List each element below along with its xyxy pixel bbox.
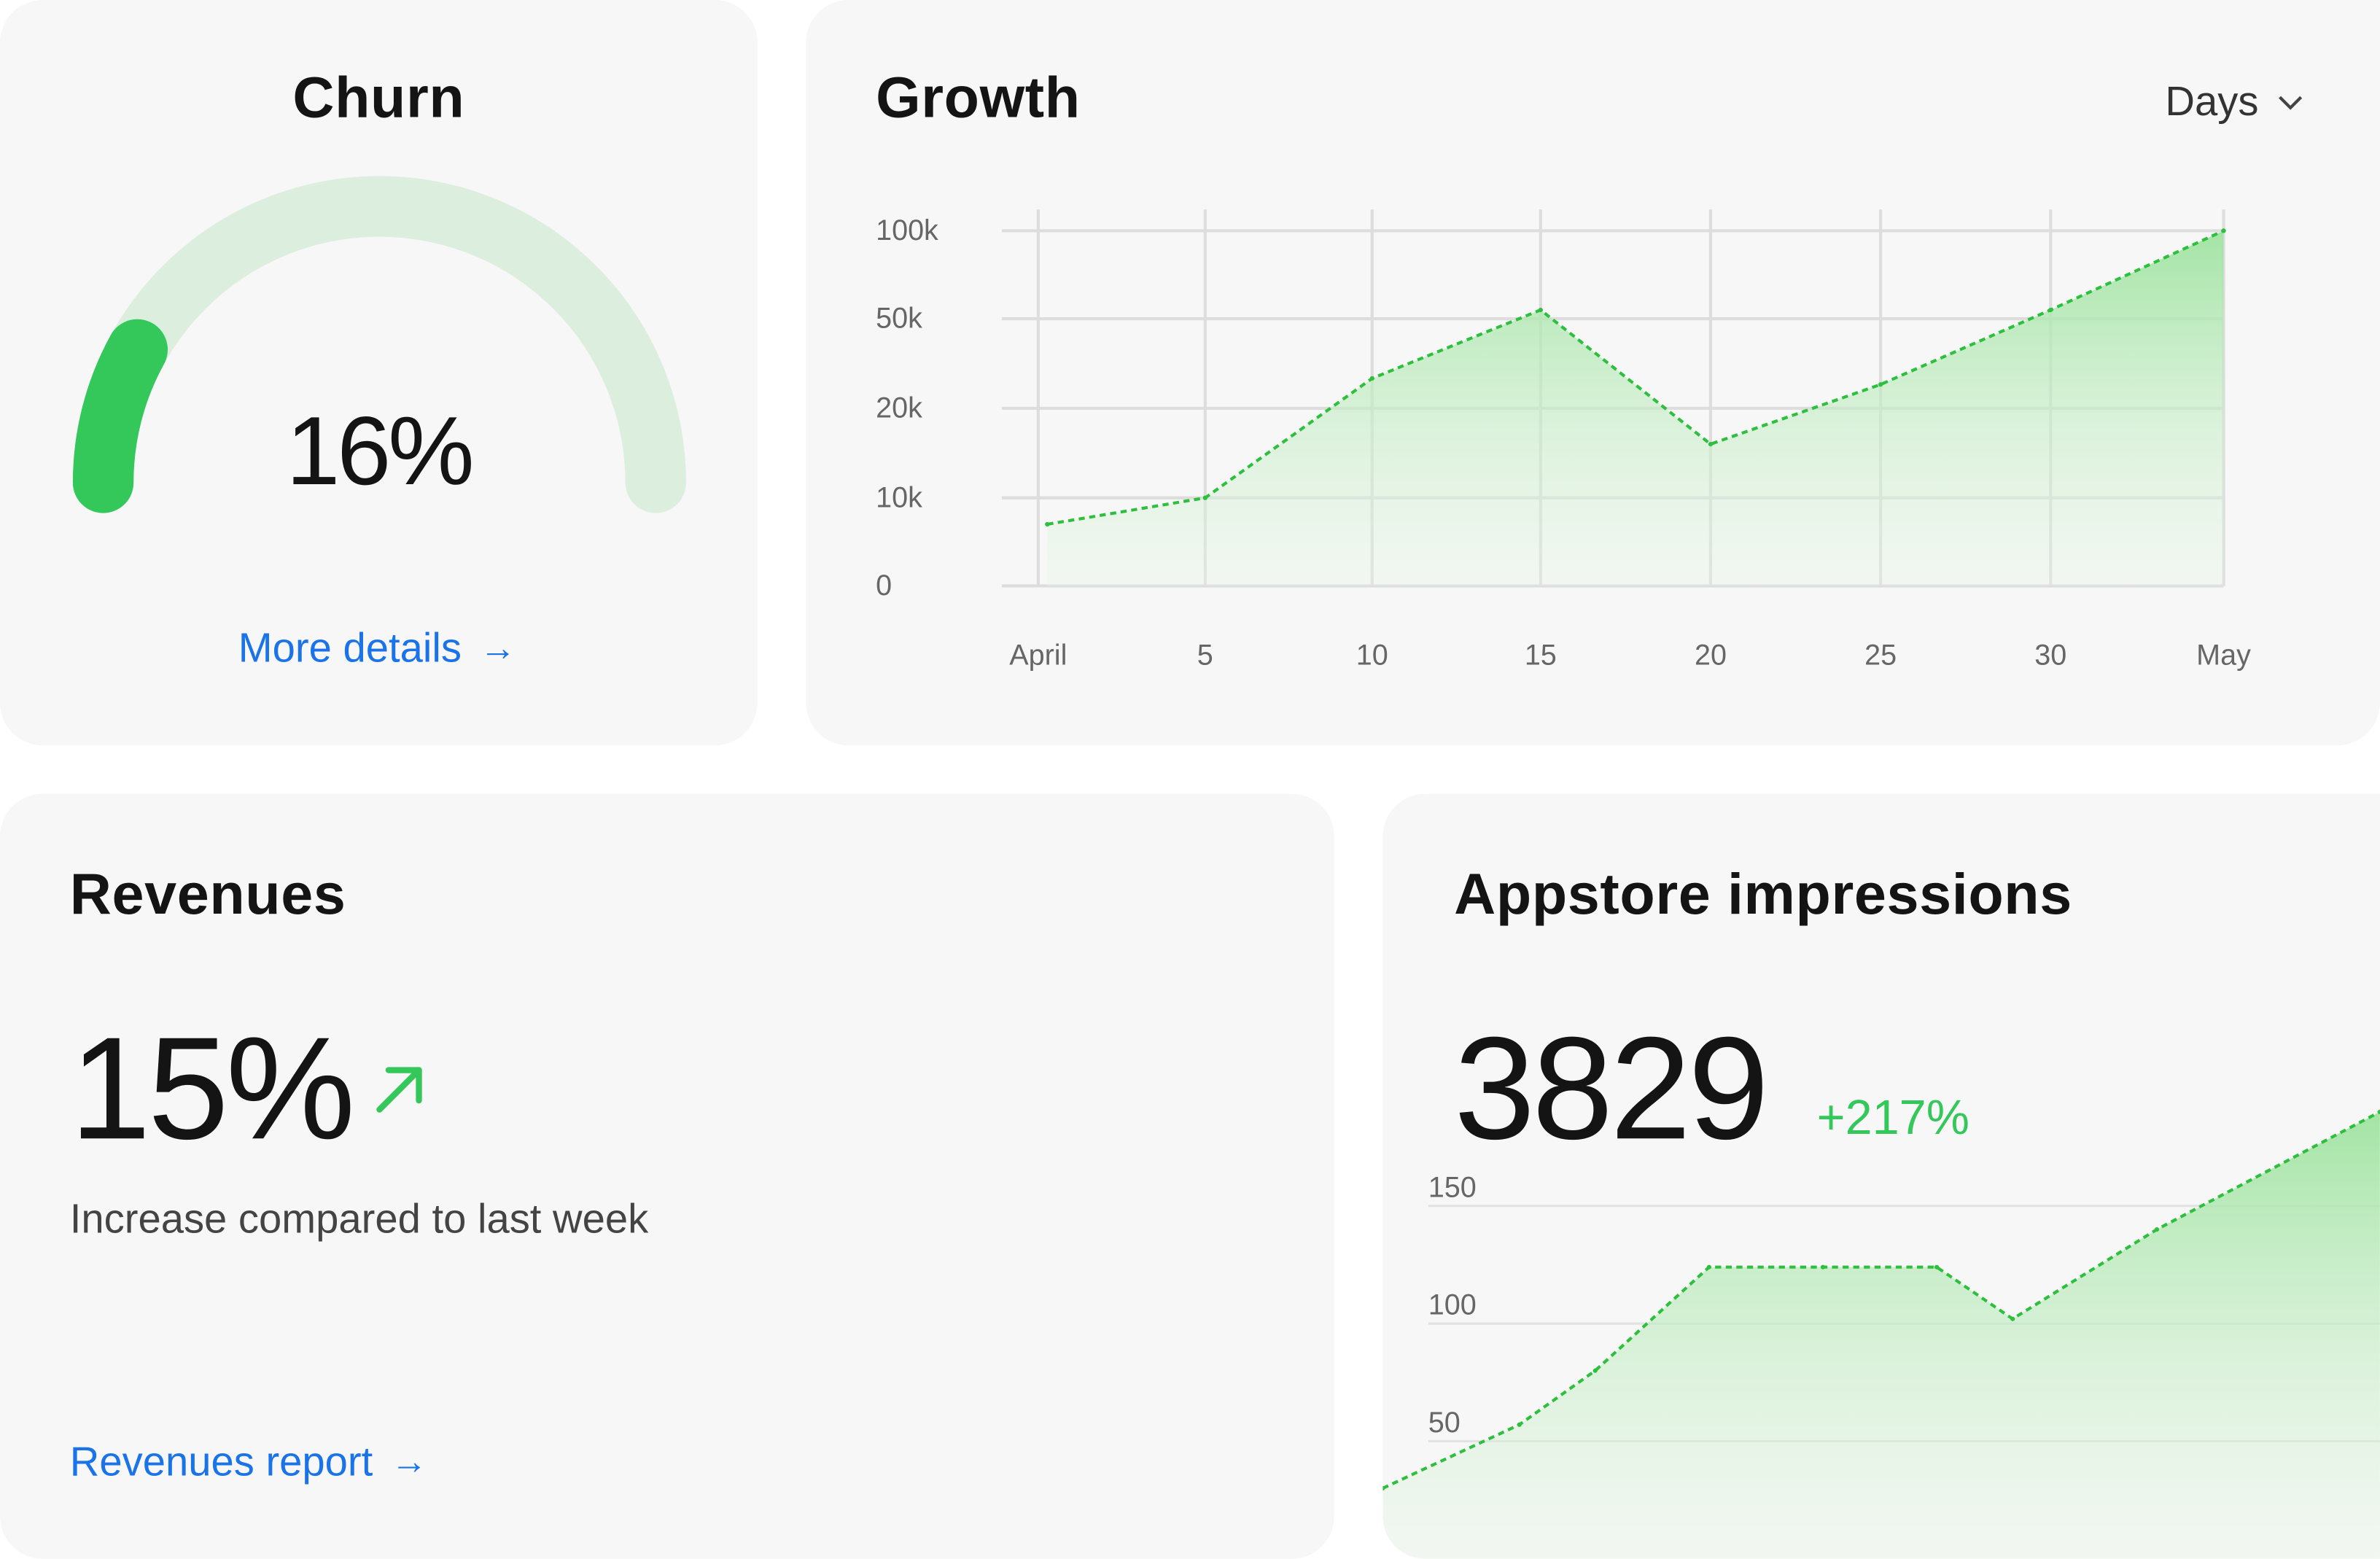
appstore-point	[2154, 1226, 2160, 1232]
growth-x-tick-label: 5	[1197, 639, 1213, 672]
churn-value: 16%	[286, 396, 474, 506]
growth-point	[1538, 307, 1543, 313]
growth-x-tick-label: April	[1009, 639, 1067, 672]
revenues-title: Revenues	[69, 863, 346, 928]
period-select-value: Days	[2165, 79, 2259, 125]
appstore-area	[1382, 1111, 2380, 1559]
appstore-point	[1382, 1485, 1385, 1491]
appstore-point	[1934, 1264, 1940, 1270]
growth-y-tick-label: 20k	[876, 392, 922, 424]
growth-chart: 100k 50k 20k 10k 0 April 5 10 15 20 25 30 May	[876, 209, 2251, 672]
growth-line	[1046, 229, 2225, 526]
growth-y-tick-label: 50k	[876, 303, 922, 335]
appstore-point	[1592, 1368, 1598, 1373]
revenues-report-label: Revenues report	[69, 1439, 373, 1485]
growth-area	[1047, 230, 2224, 586]
growth-point	[1045, 521, 1050, 527]
growth-x-tick-label: 10	[1356, 639, 1388, 672]
growth-x-tick-label: 30	[2034, 639, 2066, 672]
churn-card: Churn 16% More details →	[0, 0, 758, 746]
appstore-card: Appstore impressions 3829 +217% 150 100 50	[1382, 793, 2380, 1559]
chevron-down-icon	[2279, 95, 2303, 109]
more-details-link[interactable]: More details →	[238, 626, 516, 673]
growth-x-tick-label: 20	[1695, 639, 1727, 672]
appstore-point	[1820, 1264, 1826, 1270]
revenues-report-link[interactable]: Revenues report →	[70, 1439, 427, 1486]
churn-title: Churn	[292, 66, 465, 131]
growth-x-tick-label: 15	[1525, 639, 1557, 672]
growth-point	[2221, 228, 2226, 233]
growth-point	[1708, 441, 1714, 447]
growth-card: Growth Days 100k 50k 20k 10k 0 April 5 10 15 20 25…	[806, 0, 2380, 746]
arrow-up-right-icon	[376, 1067, 422, 1113]
growth-point	[2048, 307, 2053, 313]
growth-y-tick-label: 10k	[876, 481, 922, 513]
more-details-label: More details	[238, 625, 462, 672]
growth-x-tick-label: 25	[1864, 639, 1897, 672]
appstore-point	[2010, 1316, 2015, 1321]
growth-y-tick-label: 100k	[876, 214, 938, 246]
growth-point	[1202, 495, 1208, 500]
growth-title: Growth	[876, 66, 1081, 131]
growth-point	[1369, 376, 1374, 381]
appstore-y-tick-label: 50	[1428, 1407, 1461, 1439]
arrow-right-icon: →	[479, 627, 516, 669]
growth-point	[1878, 382, 1883, 387]
revenues-value: 15%	[69, 1008, 356, 1170]
revenues-caption: Increase compared to last week	[69, 1196, 649, 1242]
appstore-title: Appstore impressions	[1454, 863, 2072, 928]
appstore-point	[1517, 1422, 1522, 1427]
appstore-point	[1706, 1264, 1712, 1270]
revenues-card: Revenues 15% Increase compared to last w…	[0, 793, 1334, 1559]
appstore-chart: 150 100 50	[1382, 1109, 2380, 1559]
growth-x-tick-label: May	[2196, 639, 2251, 672]
churn-gauge	[72, 176, 686, 513]
appstore-change-badge: +217%	[1816, 1089, 1969, 1145]
appstore-value: 3829	[1454, 1008, 1769, 1170]
gauge-fill	[72, 319, 168, 513]
appstore-y-tick-label: 100	[1428, 1289, 1477, 1321]
arrow-right-icon: →	[391, 1441, 428, 1482]
growth-y-tick-label: 0	[876, 569, 892, 602]
period-dropdown[interactable]: Days	[2165, 79, 2303, 126]
appstore-y-tick-label: 150	[1428, 1171, 1477, 1203]
appstore-point	[2377, 1109, 2380, 1114]
